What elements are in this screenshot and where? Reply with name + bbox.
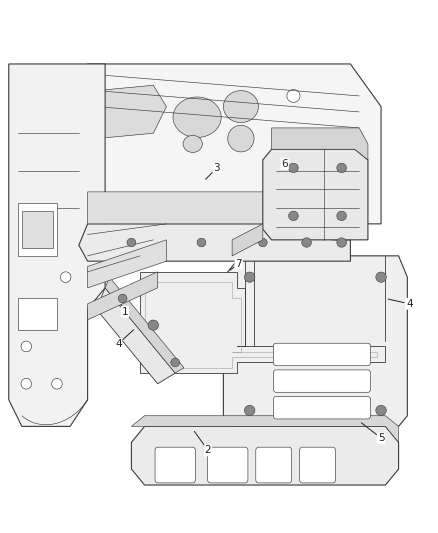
Polygon shape xyxy=(131,426,399,485)
Polygon shape xyxy=(140,272,385,373)
FancyBboxPatch shape xyxy=(256,447,292,483)
Polygon shape xyxy=(223,256,407,426)
Ellipse shape xyxy=(223,91,258,123)
Ellipse shape xyxy=(52,378,62,389)
Ellipse shape xyxy=(118,294,127,303)
Ellipse shape xyxy=(302,238,311,247)
FancyBboxPatch shape xyxy=(273,397,371,419)
Bar xyxy=(18,298,57,330)
Polygon shape xyxy=(272,128,368,160)
FancyBboxPatch shape xyxy=(208,447,248,483)
Ellipse shape xyxy=(171,358,180,367)
Ellipse shape xyxy=(376,272,386,282)
Ellipse shape xyxy=(21,378,32,389)
Polygon shape xyxy=(88,64,381,224)
Ellipse shape xyxy=(289,163,298,173)
Bar xyxy=(22,211,53,248)
Polygon shape xyxy=(88,192,333,224)
Polygon shape xyxy=(79,224,350,261)
Ellipse shape xyxy=(21,341,32,352)
FancyBboxPatch shape xyxy=(273,343,371,366)
Ellipse shape xyxy=(197,238,206,247)
Polygon shape xyxy=(88,272,158,320)
Ellipse shape xyxy=(337,163,346,173)
Ellipse shape xyxy=(173,97,221,138)
FancyBboxPatch shape xyxy=(300,447,336,483)
FancyBboxPatch shape xyxy=(273,370,371,392)
Ellipse shape xyxy=(244,405,255,416)
Text: 4: 4 xyxy=(406,299,413,309)
Text: 2: 2 xyxy=(205,446,212,455)
Polygon shape xyxy=(9,64,105,426)
Polygon shape xyxy=(232,224,263,256)
Ellipse shape xyxy=(337,238,346,247)
Ellipse shape xyxy=(60,272,71,282)
Ellipse shape xyxy=(183,135,202,152)
Text: 3: 3 xyxy=(213,163,220,173)
Polygon shape xyxy=(263,149,368,240)
Polygon shape xyxy=(105,277,184,373)
Bar xyxy=(18,203,57,256)
Polygon shape xyxy=(131,416,399,442)
Ellipse shape xyxy=(289,211,298,221)
Text: 1: 1 xyxy=(121,307,128,317)
Text: 4: 4 xyxy=(115,339,122,349)
Polygon shape xyxy=(96,288,175,384)
Ellipse shape xyxy=(287,90,300,102)
Ellipse shape xyxy=(148,320,159,330)
Ellipse shape xyxy=(376,405,386,416)
Text: 7: 7 xyxy=(235,259,242,269)
Ellipse shape xyxy=(244,272,255,282)
Polygon shape xyxy=(96,85,166,139)
Text: 6: 6 xyxy=(281,159,288,168)
Ellipse shape xyxy=(258,238,267,247)
FancyBboxPatch shape xyxy=(155,447,195,483)
Ellipse shape xyxy=(228,125,254,152)
Ellipse shape xyxy=(127,238,136,247)
Ellipse shape xyxy=(337,211,346,221)
Polygon shape xyxy=(88,240,166,288)
Text: 5: 5 xyxy=(378,433,385,443)
